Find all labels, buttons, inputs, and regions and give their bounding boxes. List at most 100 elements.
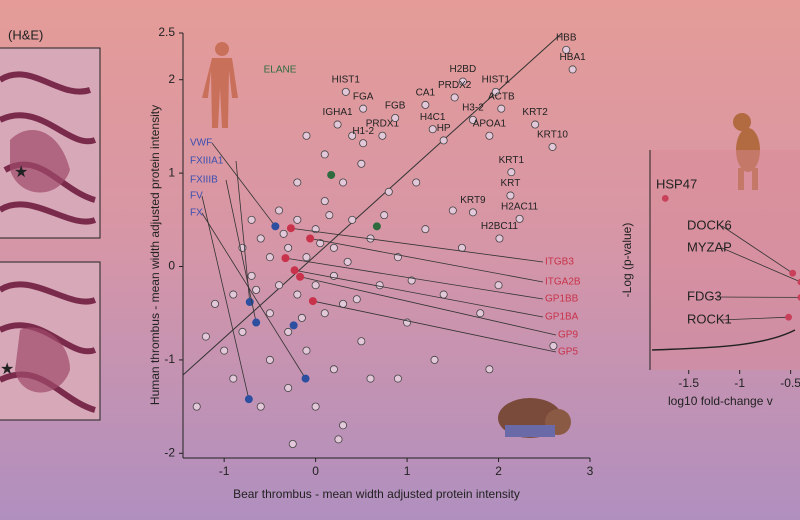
data-point [797, 294, 800, 301]
x-tick-label: 0 [312, 464, 319, 478]
point-label: HP [437, 123, 451, 134]
point-label: MYZAP [687, 239, 732, 254]
leader-line [285, 257, 544, 300]
y-tick-label: 0 [168, 259, 175, 273]
data-point [797, 278, 800, 286]
data-point [301, 374, 310, 383]
point-label: PRDX1 [366, 118, 400, 129]
y-tick-label: 2.5 [158, 25, 175, 39]
point-label: VWF [190, 138, 212, 149]
data-point [220, 346, 229, 355]
x-tick-label: -1 [219, 464, 230, 478]
data-point [333, 120, 342, 129]
data-point [201, 332, 210, 341]
data-point [448, 206, 457, 215]
data-point [265, 253, 274, 262]
point-label: H4C1 [420, 112, 446, 123]
data-point [293, 290, 302, 299]
y-tick-label: 1 [168, 165, 175, 179]
leader-line [201, 212, 306, 379]
leader-line [225, 179, 257, 323]
y-tick-label: -1 [164, 352, 175, 366]
data-point [302, 253, 311, 262]
data-point [308, 297, 317, 306]
data-point [275, 281, 284, 290]
data-point [244, 395, 253, 404]
data-point [320, 309, 329, 318]
data-point [296, 272, 305, 281]
point-label: GP1BA [545, 312, 579, 323]
point-label: FGB [385, 101, 406, 112]
data-point [380, 211, 389, 220]
point-label: KRT2 [522, 107, 548, 118]
point-label: FV [190, 191, 203, 202]
bear-icon [498, 398, 571, 438]
data-point [568, 65, 577, 74]
data-point [293, 215, 302, 224]
data-point [428, 125, 437, 134]
data-point [439, 290, 448, 299]
threshold-curve [651, 329, 796, 351]
point-label: FDG3 [687, 288, 722, 303]
data-point [506, 191, 515, 200]
data-point [430, 355, 439, 364]
data-point [562, 45, 571, 54]
data-point [458, 77, 467, 86]
point-label: HIST1 [332, 74, 361, 85]
data-point [265, 309, 274, 318]
data-point [348, 215, 357, 224]
leader-line [721, 225, 793, 274]
point-label: H2AC11 [501, 202, 538, 213]
data-point [339, 299, 348, 308]
data-point [311, 402, 320, 411]
leader-line [290, 227, 544, 263]
data-point [252, 318, 261, 327]
data-point [341, 87, 350, 96]
point-label: ROCK1 [687, 311, 732, 326]
data-point [485, 131, 494, 140]
data-point [372, 222, 381, 231]
data-point [284, 243, 293, 252]
data-point [359, 139, 368, 148]
leader-line [201, 195, 250, 400]
plot-background [650, 150, 800, 370]
data-point [284, 327, 293, 336]
data-point [497, 104, 506, 113]
x-tick-label: 1 [404, 464, 411, 478]
point-label: KRT1 [499, 155, 525, 166]
data-point [192, 402, 201, 411]
data-point [495, 234, 504, 243]
point-label: H2BD [450, 64, 477, 75]
data-point [343, 257, 352, 266]
point-label: ITGA2B [545, 277, 581, 288]
data-point [393, 374, 402, 383]
data-point [325, 211, 334, 220]
point-label: KRT [501, 178, 521, 189]
data-point [256, 402, 265, 411]
data-point [256, 234, 265, 243]
data-point [293, 178, 302, 187]
point-label: PRDX2 [438, 80, 472, 91]
point-label: ITGB3 [545, 257, 574, 268]
data-point [247, 215, 256, 224]
panel-label: (H&E) [8, 27, 43, 42]
data-point [391, 114, 400, 123]
leader-line [235, 160, 251, 303]
data-point [412, 178, 421, 187]
data-point [339, 421, 348, 430]
data-point [485, 365, 494, 374]
data-point [531, 120, 540, 129]
leader-line [299, 276, 557, 336]
x-tick-label: -1.5 [678, 376, 699, 390]
data-point [286, 224, 295, 233]
data-point [548, 142, 557, 151]
data-point [290, 266, 299, 275]
leader-line [312, 300, 557, 353]
data-point [306, 234, 315, 243]
point-label: GP9 [558, 330, 578, 341]
data-point [265, 355, 274, 364]
point-label: FXIIIA1 [190, 156, 224, 167]
data-point [366, 374, 375, 383]
data-point [271, 222, 280, 231]
data-point [515, 214, 524, 223]
